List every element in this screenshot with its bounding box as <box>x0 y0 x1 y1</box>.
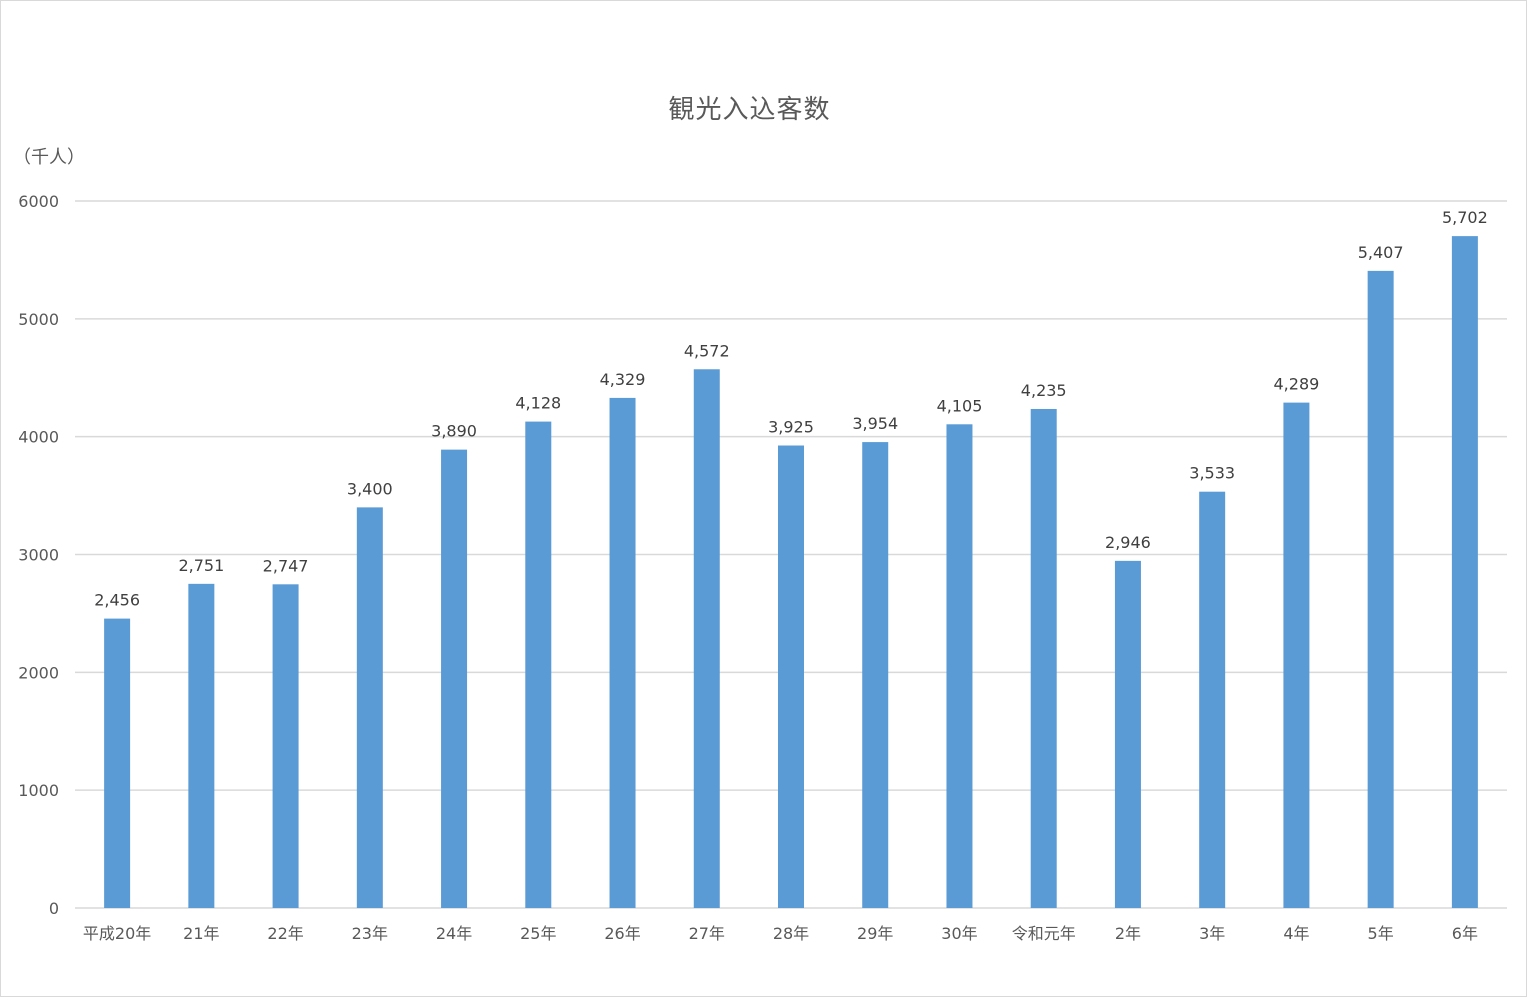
x-tick-label: 21年 <box>183 924 219 943</box>
bar <box>272 584 299 908</box>
y-tick-label: 2000 <box>18 663 59 682</box>
data-label: 2,747 <box>263 556 309 575</box>
bar <box>1367 270 1394 909</box>
y-tick-label: 1000 <box>18 781 59 800</box>
data-label: 2,751 <box>178 556 224 575</box>
data-label: 2,456 <box>94 591 140 610</box>
x-tick-label: 令和元年 <box>1012 924 1076 943</box>
bars <box>104 236 1478 909</box>
bar <box>778 445 804 908</box>
x-tick-label: 30年 <box>941 924 977 943</box>
bar <box>1199 491 1226 908</box>
x-tick-label: 29年 <box>857 924 893 943</box>
data-label: 5,407 <box>1358 243 1404 262</box>
y-tick-label: 4000 <box>18 428 59 447</box>
x-tick-label: 2年 <box>1115 924 1141 943</box>
bar <box>609 397 636 908</box>
bar <box>104 618 131 908</box>
data-label: 4,289 <box>1274 375 1320 394</box>
bar <box>1114 560 1141 908</box>
y-tick-label: 3000 <box>18 546 59 565</box>
bar <box>946 424 973 908</box>
data-label: 4,572 <box>684 341 730 360</box>
bar <box>356 507 383 908</box>
data-label: 4,235 <box>1021 381 1067 400</box>
bar <box>441 449 468 908</box>
y-axis-unit-label: （千人） <box>13 147 85 168</box>
x-tick-label: 6年 <box>1452 924 1478 943</box>
bar <box>693 369 720 908</box>
x-tick-label: 24年 <box>436 924 472 943</box>
bar <box>862 442 889 908</box>
x-tick-label: 25年 <box>520 924 556 943</box>
x-tick-label: 22年 <box>267 924 303 943</box>
x-tick-label: 平成20年 <box>83 924 151 943</box>
x-tick-label: 4年 <box>1283 924 1309 943</box>
data-label: 3,400 <box>347 479 393 498</box>
chart-title: 観光入込客数 <box>668 95 831 125</box>
y-tick-label: 5000 <box>18 310 59 329</box>
data-label: 3,954 <box>852 414 898 433</box>
bar <box>188 583 215 908</box>
y-axis-ticks: 0 1000 2000 3000 4000 5000 6000 <box>18 192 59 918</box>
data-labels: 2,456 2,751 2,747 3,400 3,890 4,128 4,329 4,572… <box>94 208 1488 609</box>
data-label: 3,925 <box>768 418 814 437</box>
bar <box>1283 402 1310 908</box>
bar <box>1030 408 1057 908</box>
x-tick-label: 3年 <box>1199 924 1225 943</box>
data-label: 2,946 <box>1105 533 1151 552</box>
x-axis-ticks: 平成20年 21年 22年 23年 24年 25年 26年 27年 28年 29年 30年 令和元年 2… <box>83 924 1478 943</box>
data-label: 4,105 <box>937 396 983 415</box>
data-label: 4,128 <box>515 394 561 413</box>
y-tick-label: 6000 <box>18 192 59 211</box>
data-label: 3,890 <box>431 422 477 441</box>
x-tick-label: 27年 <box>689 924 725 943</box>
data-label: 3,533 <box>1189 464 1235 483</box>
x-tick-label: 5年 <box>1368 924 1394 943</box>
bar <box>1451 236 1478 909</box>
x-tick-label: 26年 <box>604 924 640 943</box>
bar <box>525 421 552 908</box>
data-label: 4,329 <box>600 370 646 389</box>
data-label: 5,702 <box>1442 208 1488 227</box>
x-tick-label: 28年 <box>773 924 809 943</box>
y-tick-label: 0 <box>49 899 59 918</box>
x-tick-label: 23年 <box>352 924 388 943</box>
